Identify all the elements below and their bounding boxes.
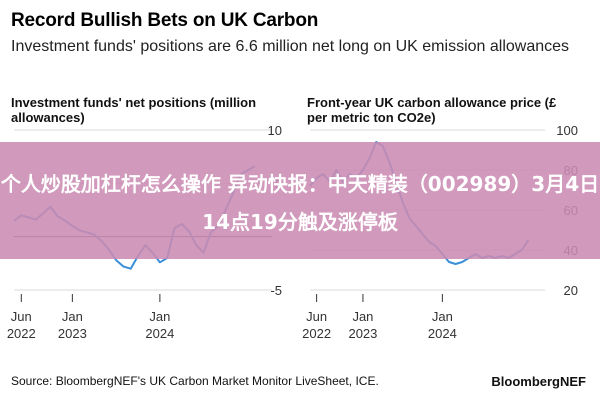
chart-subtitle: Investment funds' positions are 6.6 mill… bbox=[11, 38, 570, 55]
bloombergnef-logo: BloombergNEF bbox=[491, 374, 586, 389]
left-x-tick-label: Jun bbox=[11, 309, 32, 324]
chart-title: Record Bullish Bets on UK Carbon bbox=[11, 10, 319, 31]
right-y-tick-label: 20 bbox=[564, 283, 578, 298]
left-y-tick-label: -5 bbox=[270, 283, 282, 298]
left-x-tick-year: 2023 bbox=[58, 326, 87, 341]
right-panel-title: Front-year UK carbon allowance price (£ … bbox=[307, 95, 557, 125]
right-x-tick-label: Jan bbox=[432, 309, 453, 324]
left-panel-title: Investment funds' net positions (million… bbox=[11, 95, 257, 125]
left-x-tick-year: 2022 bbox=[7, 326, 36, 341]
right-x-tick-year: 2024 bbox=[428, 326, 457, 341]
right-x-tick-label: Jun bbox=[306, 309, 327, 324]
right-x-tick-year: 2023 bbox=[348, 326, 377, 341]
right-y-tick-label: 100 bbox=[556, 123, 578, 138]
left-x-tick-year: 2024 bbox=[145, 326, 174, 341]
left-y-tick-label: 10 bbox=[268, 123, 282, 138]
source-note: Source: BloombergNEF's UK Carbon Market … bbox=[11, 374, 379, 388]
right-x-tick-label: Jan bbox=[352, 309, 373, 324]
left-x-tick-label: Jan bbox=[62, 309, 83, 324]
left-x-tick-label: Jan bbox=[149, 309, 170, 324]
right-x-tick-year: 2022 bbox=[302, 326, 331, 341]
overlay-banner bbox=[0, 142, 600, 259]
overlay-banner-text: 个人炒股加杠杆怎么操作 异动快报：中天精装（002989）3月4日14点19分触… bbox=[0, 172, 600, 234]
